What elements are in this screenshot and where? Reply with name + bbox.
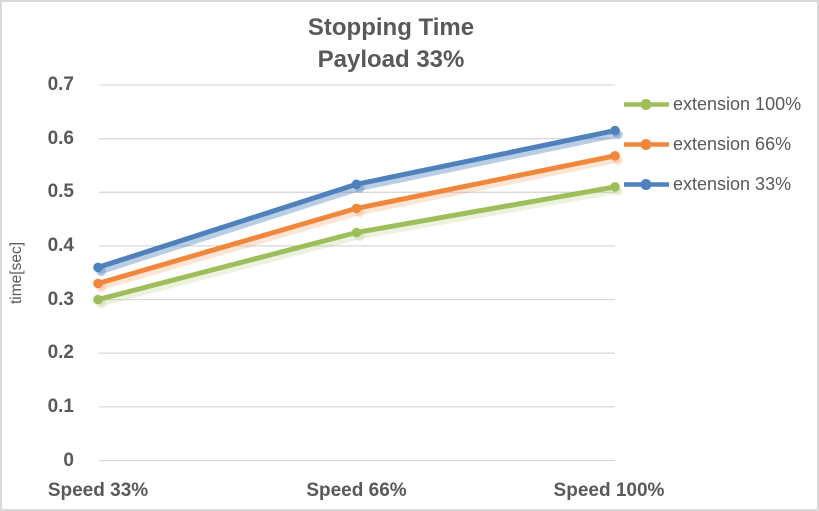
chart-title-line1: Stopping Time	[307, 14, 475, 41]
legend-line-marker-icon	[624, 178, 669, 190]
y-axis-title: time[sec]	[8, 242, 25, 305]
x-tick-label: Speed 33%	[47, 480, 149, 501]
data-point-marker[interactable]	[610, 182, 620, 192]
data-point-marker[interactable]	[93, 294, 103, 305]
line-shadow	[98, 131, 621, 275]
y-tick-label: 0.5	[47, 181, 74, 203]
chart-legend[interactable]: extension 100% extension 66% extension 33%	[623, 84, 801, 204]
legend-label: extension 100%	[673, 93, 802, 114]
line-shadow	[98, 188, 621, 307]
series-extension-66-[interactable]	[93, 151, 620, 289]
y-tick-label: 0.4	[47, 234, 74, 256]
y-tick-label: 0.1	[47, 395, 74, 417]
x-tick-label: Speed 66%	[306, 480, 407, 501]
legend-label: extension 66%	[673, 133, 792, 154]
data-point-marker[interactable]	[351, 203, 362, 214]
series-shadow-1	[96, 155, 623, 293]
legend-item-extension-66-[interactable]: extension 66%	[623, 124, 801, 164]
data-point-marker[interactable]	[351, 179, 362, 190]
legend-item-extension-33-[interactable]: extension 33%	[623, 164, 801, 204]
legend-item-extension-100-[interactable]: extension 100%	[623, 84, 801, 124]
data-point-marker[interactable]	[610, 151, 620, 161]
data-point-marker[interactable]	[610, 125, 620, 136]
y-tick-label: 0.2	[47, 342, 74, 364]
y-tick-label: 0.7	[47, 74, 74, 96]
series-extension-100-[interactable]	[93, 182, 620, 305]
chart-title-line2: Payload 33%	[317, 46, 465, 73]
y-tick-label: 0.3	[47, 288, 74, 310]
data-point-marker[interactable]	[93, 262, 103, 273]
legend-line-marker-icon	[624, 98, 669, 110]
x-tick-label: Speed 100%	[553, 480, 665, 501]
legend-line-marker-icon	[624, 138, 669, 150]
series-extension-33-[interactable]	[93, 125, 620, 273]
chart-title[interactable]: Stopping Time Payload 33%	[2, 12, 780, 76]
legend-label: extension 33%	[673, 173, 792, 194]
data-point-marker[interactable]	[93, 278, 103, 289]
gridlines	[99, 84, 615, 462]
line-shadow	[98, 157, 621, 291]
y-tick-label: 0	[63, 449, 74, 471]
y-tick-label: 0.6	[47, 127, 74, 149]
data-point-marker[interactable]	[351, 227, 362, 238]
